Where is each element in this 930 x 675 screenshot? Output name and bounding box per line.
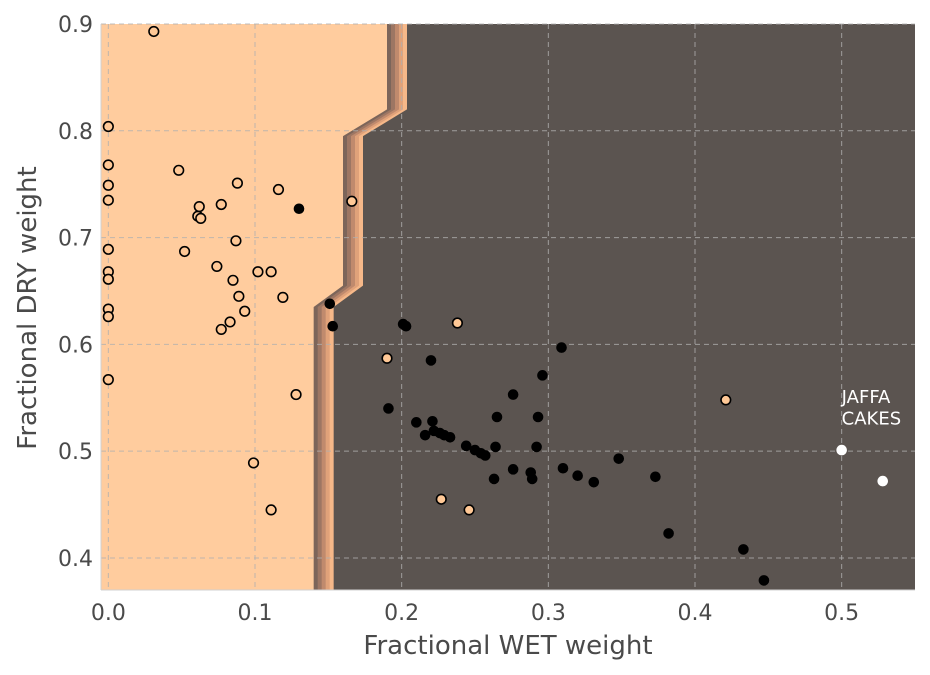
class-a-point [102,311,114,323]
class-a-point [215,198,227,211]
class-a-point [231,177,243,189]
annotations: JAFFA CAKES [841,387,901,430]
class-a-point [224,316,236,328]
class-a-point [215,323,227,336]
class-b-point [532,411,544,423]
class-a-point [102,159,114,171]
class-b-point [419,429,431,441]
class-a-point [193,201,205,213]
y-tick-label: 0.4 [58,547,93,572]
annotation-line: CAKES [842,409,901,430]
class-b-point [738,544,749,555]
class-a-point [720,394,732,406]
class-b-point [327,320,339,332]
class-b-point [572,470,583,482]
x-tick-label: 0.1 [238,601,273,626]
class-b-point [531,441,542,453]
class-a-point [265,266,277,278]
class-b-point [526,473,538,485]
x-tick-label: 0.5 [824,601,859,626]
class-a-point [381,352,393,364]
class-a-point [290,388,302,401]
class-a-point [272,183,285,196]
class-a-point [230,235,242,247]
class-a-point [102,273,114,285]
class-b-point [663,528,674,539]
class-b-point [557,462,569,474]
class-a-point [346,195,358,207]
y-axis-label: Fractional DRY weight [13,166,43,449]
highlight-point [836,444,847,456]
class-b-point [490,441,501,453]
x-tick-label: 0.3 [531,601,566,626]
class-a-point [102,120,114,133]
class-b-point [588,476,600,488]
x-axis-label: Fractional WET weight [363,631,652,661]
tick-labels: 0.0 0.1 0.2 0.3 0.4 0.5 0.4 0.5 0.6 0.7 0.8 0.9 [58,13,859,626]
class-a-point [435,493,447,505]
y-tick-label: 0.6 [58,333,93,358]
x-tick-label: 0.0 [91,601,126,626]
x-tick-label: 0.4 [678,601,713,626]
class-a-point [227,274,239,286]
y-tick-label: 0.8 [58,120,93,145]
class-a-point [211,260,223,273]
annotation-label: JAFFA CAKES [841,387,901,430]
class-b-point [507,389,519,400]
class-b-point [460,440,472,452]
class-b-point [400,320,412,332]
class-b-point [293,203,305,215]
class-b-point [425,355,437,366]
class-a-point [239,305,251,317]
class-b-point [758,575,770,586]
class-b-point [556,342,567,353]
class-b-point [411,417,422,428]
class-b-point [479,450,491,461]
y-tick-label: 0.9 [58,13,93,38]
class-b-point [444,431,456,443]
class-b-point [427,415,438,427]
class-b-point [488,473,500,485]
annotation-line: JAFFA [841,387,891,408]
class-a-point [102,374,114,386]
class-a-point [195,212,207,224]
class-b-point [613,453,625,464]
class-a-point [179,245,191,258]
class-a-point [451,317,464,329]
highlight-point [877,475,889,487]
class-b-point [507,464,519,475]
class-b-point [650,471,661,483]
data-points [102,25,889,586]
class-b-point [491,411,503,423]
class-a-point [252,266,264,278]
class-a-point [148,25,160,38]
class-a-point [247,457,260,469]
class-b-point [324,298,336,310]
y-tick-label: 0.7 [58,227,93,252]
class-a-point [173,164,185,176]
decision-regions [101,24,915,590]
class-a-point [277,291,289,303]
class-a-point [233,290,245,302]
y-tick-label: 0.5 [58,440,93,465]
class-a-point [102,194,114,206]
x-tick-label: 0.2 [384,601,419,626]
class-a-point [102,243,114,255]
class-b-point [383,403,394,414]
class-b-point [537,370,548,381]
class-a-point [265,504,277,516]
class-a-point [102,179,114,191]
class-a-point [463,504,475,516]
